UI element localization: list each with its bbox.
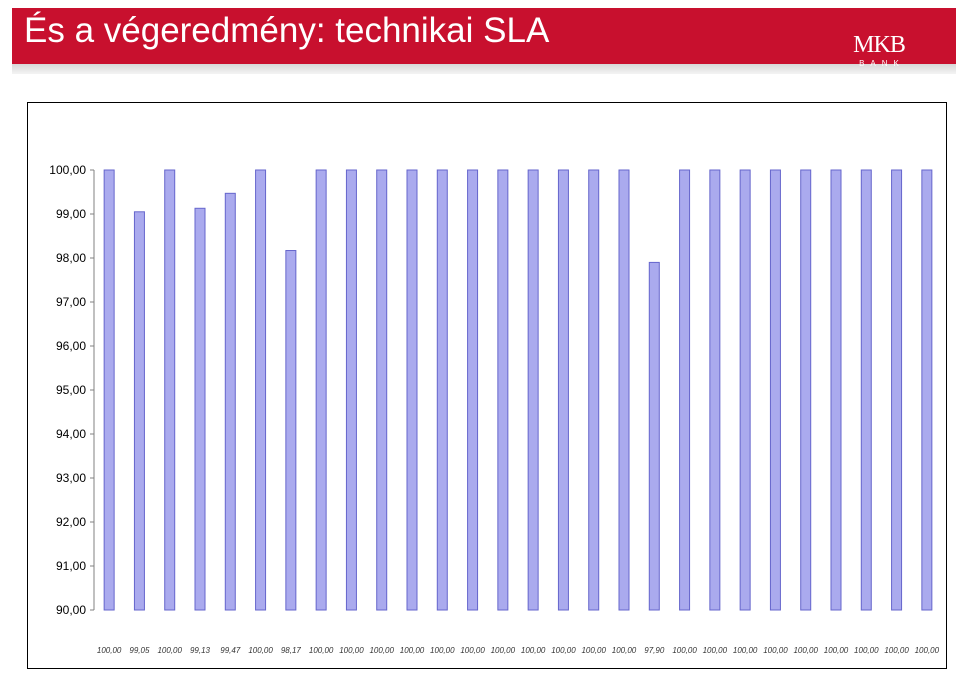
y-tick-label: 100,00 (49, 163, 86, 177)
bar (739, 169, 751, 611)
bar-value-label: 100,00 (369, 646, 394, 655)
bar (406, 169, 418, 611)
y-tick-label: 94,00 (56, 427, 86, 441)
bar (709, 169, 721, 611)
bar (769, 169, 781, 611)
bar-value-label: 98,17 (281, 646, 302, 655)
bar-value-label: 100,00 (854, 646, 879, 655)
bar (224, 192, 236, 611)
bar-value-label: 100,00 (824, 646, 849, 655)
bar (194, 207, 206, 611)
bar-value-label: 100,00 (551, 646, 576, 655)
bar-value-label: 100,00 (521, 646, 546, 655)
bar (164, 169, 176, 611)
bar (557, 169, 569, 611)
bar (285, 250, 297, 611)
title-bar (12, 8, 956, 64)
y-tick-label: 96,00 (56, 339, 86, 353)
bar-value-label: 100,00 (248, 646, 273, 655)
bar (436, 169, 448, 611)
bar (527, 169, 539, 611)
bar (103, 169, 115, 611)
bar-value-label: 100,00 (400, 646, 425, 655)
chart-frame: 100,00 99,00 98,00 97,00 96,00 95,00 94,00 93,0… (27, 102, 947, 669)
bar-value-label: 99,47 (220, 646, 241, 655)
bar-value-label: 100,00 (309, 646, 334, 655)
bar (800, 169, 812, 611)
y-tick-label: 95,00 (56, 383, 86, 397)
bar-value-label: 100,00 (460, 646, 485, 655)
y-tick-label: 90,00 (56, 603, 86, 617)
bar-value-label: 100,00 (430, 646, 455, 655)
bar (255, 169, 267, 611)
mkb-bank-logo: MKB BANK (846, 32, 912, 76)
bar-value-label: 100,00 (97, 646, 122, 655)
bar (830, 169, 842, 611)
y-tick-label: 97,00 (56, 295, 86, 309)
y-tick-label: 93,00 (56, 471, 86, 485)
bar-value-label: 100,00 (763, 646, 788, 655)
bar-value-label: 100,00 (884, 646, 909, 655)
bar (467, 169, 479, 611)
bar (497, 169, 509, 611)
logo-mark: MKB (853, 32, 906, 58)
title-bar-divider (12, 64, 956, 74)
bar-value-label: 100,00 (672, 646, 697, 655)
bar (588, 169, 600, 611)
bar-value-label: 100,00 (157, 646, 182, 655)
bar-value-label: 97,90 (644, 646, 665, 655)
y-tick-label: 91,00 (56, 559, 86, 573)
bar (679, 169, 691, 611)
bar-value-label: 99,13 (190, 646, 211, 655)
bar (376, 169, 388, 611)
bar (345, 169, 357, 611)
bar (891, 169, 903, 611)
y-tick-label: 98,00 (56, 251, 86, 265)
y-tick-label: 99,00 (56, 207, 86, 221)
bar-value-label: 100,00 (793, 646, 818, 655)
logo-subtitle: BANK (859, 59, 905, 68)
bar (921, 169, 933, 611)
bar (618, 169, 630, 611)
sla-bar-chart: 100,00 99,00 98,00 97,00 96,00 95,00 94,00 93,0… (49, 163, 940, 655)
y-tick-label: 92,00 (56, 515, 86, 529)
bar-value-label: 100,00 (339, 646, 364, 655)
bar-value-label: 100,00 (581, 646, 606, 655)
bar (648, 261, 660, 611)
bar-value-label: 100,00 (915, 646, 940, 655)
page-title: És a végeredmény: technikai SLA (24, 11, 550, 50)
bar-value-label: 100,00 (491, 646, 516, 655)
bar-value-label: 99,05 (129, 646, 150, 655)
bar (133, 211, 145, 611)
bar (315, 169, 327, 611)
bar-value-label: 100,00 (733, 646, 758, 655)
bar-value-label: 100,00 (612, 646, 637, 655)
bar (860, 169, 872, 611)
bar-value-label: 100,00 (703, 646, 728, 655)
